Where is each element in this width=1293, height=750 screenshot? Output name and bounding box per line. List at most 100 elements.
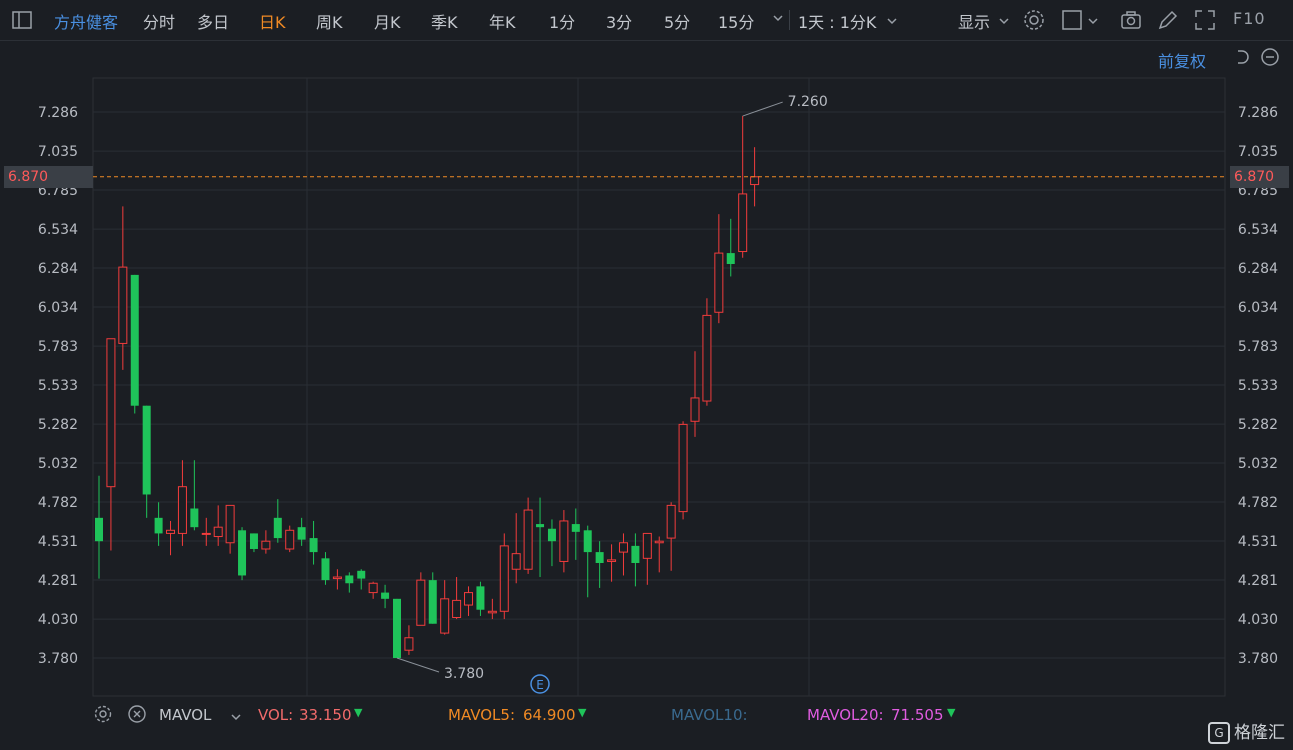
period-tab-multiday[interactable]: 多日 (197, 13, 230, 32)
candle (416, 572, 426, 626)
candle (583, 525, 592, 598)
candle-body (476, 586, 485, 610)
vol-value: 33.150 (299, 706, 352, 724)
candle (428, 572, 437, 624)
y-axis-right: 7.2867.0356.7856.5346.2846.0345.7835.533… (1238, 105, 1278, 667)
y-tick-label-right: 6.034 (1238, 300, 1278, 316)
candle-body (738, 193, 748, 253)
candle-body (750, 176, 760, 186)
y-tick-label-right: 5.282 (1238, 417, 1278, 433)
period-tab-daily-k[interactable]: 日K (259, 13, 286, 32)
candle (106, 338, 116, 551)
logo-icon: G (1208, 722, 1230, 744)
candle (309, 520, 318, 565)
fullscreen-icon[interactable] (1193, 8, 1217, 32)
candle-body (690, 397, 700, 422)
settings-gear-icon[interactable] (1022, 8, 1046, 32)
candle (464, 586, 474, 616)
candle (273, 499, 282, 543)
display-menu[interactable]: 显示 (958, 13, 991, 32)
mavol10-label: MAVOL10: (671, 706, 748, 724)
candle-body (595, 552, 604, 564)
display-chevron-icon[interactable] (998, 12, 1010, 31)
candle-body (297, 527, 306, 540)
indicator-settings-gear-icon[interactable] (93, 704, 113, 724)
candle-body (213, 526, 223, 538)
y-tick-label-left: 6.284 (38, 261, 78, 277)
candle (523, 497, 533, 574)
candlestick-chart[interactable]: 7.2867.0356.7856.5346.2846.0345.7835.533… (0, 0, 1293, 700)
candle (487, 598, 497, 620)
f10-button[interactable]: F10 (1233, 9, 1266, 28)
adjust-mode-select[interactable]: 前复权 (1158, 52, 1207, 71)
candle-body (345, 575, 354, 584)
pencil-draw-icon[interactable] (1156, 8, 1180, 32)
y-tick-label-right: 4.531 (1238, 534, 1278, 550)
y-tick-label-right: 6.284 (1238, 261, 1278, 277)
period-tab-intraday[interactable]: 分时 (143, 13, 176, 32)
candle (571, 508, 580, 560)
candle-body (166, 529, 176, 534)
candle (631, 533, 640, 587)
mavol20-arrow-icon: ▼ (947, 706, 956, 719)
period-tab-5min[interactable]: 5分 (664, 13, 691, 32)
y-tick-label-left: 7.035 (38, 144, 78, 160)
candle (238, 527, 247, 581)
indicator-chevron-icon[interactable] (230, 709, 242, 727)
candle-body (428, 580, 437, 624)
candle-body (381, 592, 390, 599)
overlay-chevron-icon[interactable] (1087, 12, 1099, 31)
candle (393, 598, 401, 658)
square-overlay-icon[interactable] (1060, 8, 1084, 32)
candle (95, 475, 103, 579)
candle (297, 517, 306, 546)
candle-body (618, 542, 628, 553)
candle (321, 552, 330, 585)
stock-name[interactable]: 方舟健客 (54, 13, 119, 32)
period-tab-1min[interactable]: 1分 (549, 13, 576, 32)
current-price-tag-right: 6.870 (1230, 166, 1289, 188)
candle (440, 580, 450, 635)
candle (381, 584, 390, 609)
undo-icon[interactable] (1232, 47, 1252, 67)
period-tab-monthly-k[interactable]: 月K (374, 13, 401, 32)
indicator-close-icon[interactable] (127, 704, 147, 724)
candle (499, 533, 509, 620)
period-tab-quarterly-k[interactable]: 季K (431, 13, 458, 32)
candle-body (607, 559, 617, 562)
event-marker-icon[interactable]: E (530, 674, 550, 694)
period-tab-3min[interactable]: 3分 (606, 13, 633, 32)
period-tab-weekly-k[interactable]: 周K (316, 13, 343, 32)
candle-body (559, 520, 569, 562)
candle-body (106, 338, 116, 488)
range-select[interactable]: 1天 : 1分K (798, 13, 877, 32)
y-tick-label-right: 4.030 (1238, 612, 1278, 628)
vol-label: VOL: (258, 706, 294, 724)
candle-body (190, 508, 199, 528)
candle (547, 519, 556, 567)
more-periods-chevron-icon[interactable] (772, 12, 784, 28)
range-chevron-icon[interactable] (886, 12, 898, 31)
candle (190, 460, 199, 531)
watermark-text: 格隆汇 (1234, 723, 1285, 743)
candle-body (452, 599, 462, 619)
indicator-name[interactable]: MAVOL (159, 706, 212, 724)
candle-body (309, 538, 318, 553)
period-tab-yearly-k[interactable]: 年K (489, 13, 516, 32)
chart-grid (92, 77, 1226, 697)
mavol5-label: MAVOL5: (448, 706, 516, 724)
candle-body (154, 517, 163, 534)
candle-body (261, 540, 271, 550)
y-tick-label-left: 4.281 (38, 573, 78, 589)
candle (607, 544, 617, 582)
candle (368, 581, 378, 599)
y-tick-label-left: 4.782 (38, 495, 78, 511)
sidebar-toggle-icon[interactable] (10, 8, 34, 32)
candle-body (536, 524, 545, 528)
candle-body (404, 637, 414, 651)
camera-icon[interactable] (1119, 8, 1143, 32)
candle (166, 520, 176, 556)
y-axis-left: 7.2867.0356.7856.5346.2846.0345.7835.533… (38, 105, 78, 667)
zoom-out-icon[interactable] (1260, 47, 1280, 67)
period-tab-15min[interactable]: 15分 (718, 13, 755, 32)
